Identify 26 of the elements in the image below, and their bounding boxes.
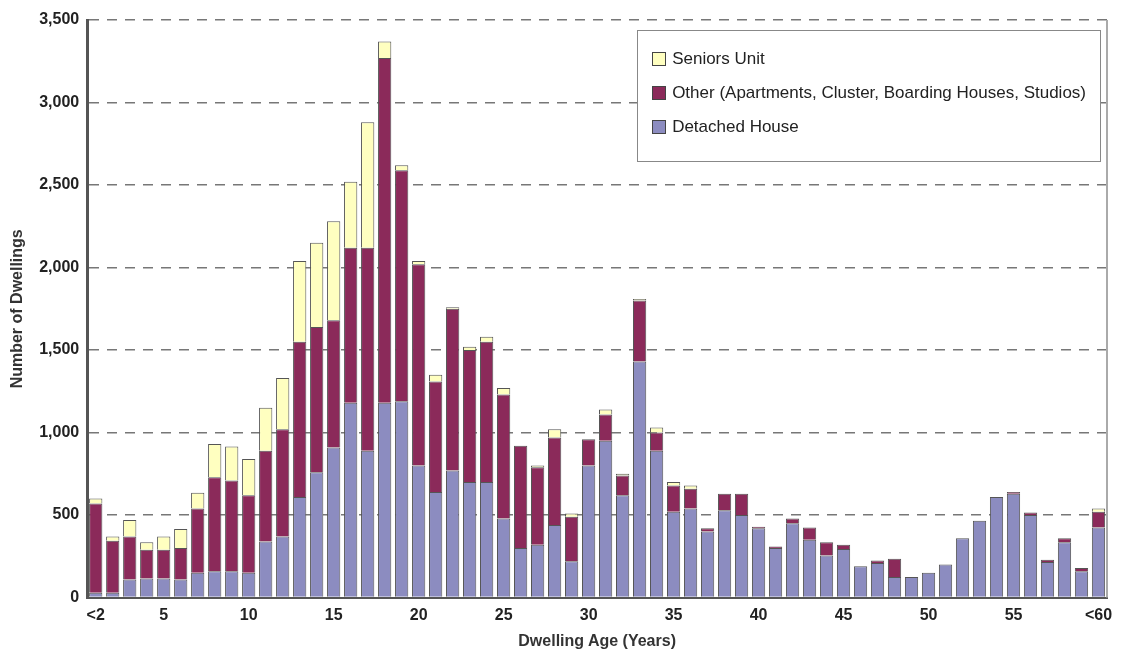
x-tick-label: 45: [834, 605, 853, 623]
y-tick-label: 2,500: [39, 175, 80, 193]
x-axis-title: Dwelling Age (Years): [518, 631, 676, 649]
x-tick-label: 40: [749, 605, 768, 623]
y-tick-label: 2,000: [39, 257, 80, 275]
legend-label: Detached House: [672, 117, 799, 137]
x-tick-label: 50: [919, 605, 938, 623]
y-tick-label: 500: [52, 505, 80, 523]
x-tick-label: 5: [159, 605, 169, 623]
y-tick-label: 3,500: [39, 10, 80, 28]
x-tick-label: 15: [324, 605, 343, 623]
x-tick-label: 55: [1004, 605, 1023, 623]
x-tick-label: <2: [86, 605, 105, 623]
y-tick-label: 1,000: [39, 422, 80, 440]
x-tick-label: 20: [409, 605, 428, 623]
y-tick-label: 3,000: [39, 92, 80, 110]
x-tick-label: 30: [579, 605, 598, 623]
y-axis-title: Number of Dwellings: [8, 229, 26, 389]
y-tick-label: 0: [70, 588, 80, 606]
x-tick-label: 10: [239, 605, 258, 623]
y-tick-label: 1,500: [39, 340, 80, 358]
x-tick-label: 35: [664, 605, 683, 623]
legend-label: Seniors Unit: [672, 49, 765, 69]
x-tick-label: 25: [494, 605, 513, 623]
x-tick-label: <60: [1084, 605, 1113, 623]
legend-label: Other (Apartments, Cluster, Boarding Houses, Studios): [672, 83, 1086, 103]
